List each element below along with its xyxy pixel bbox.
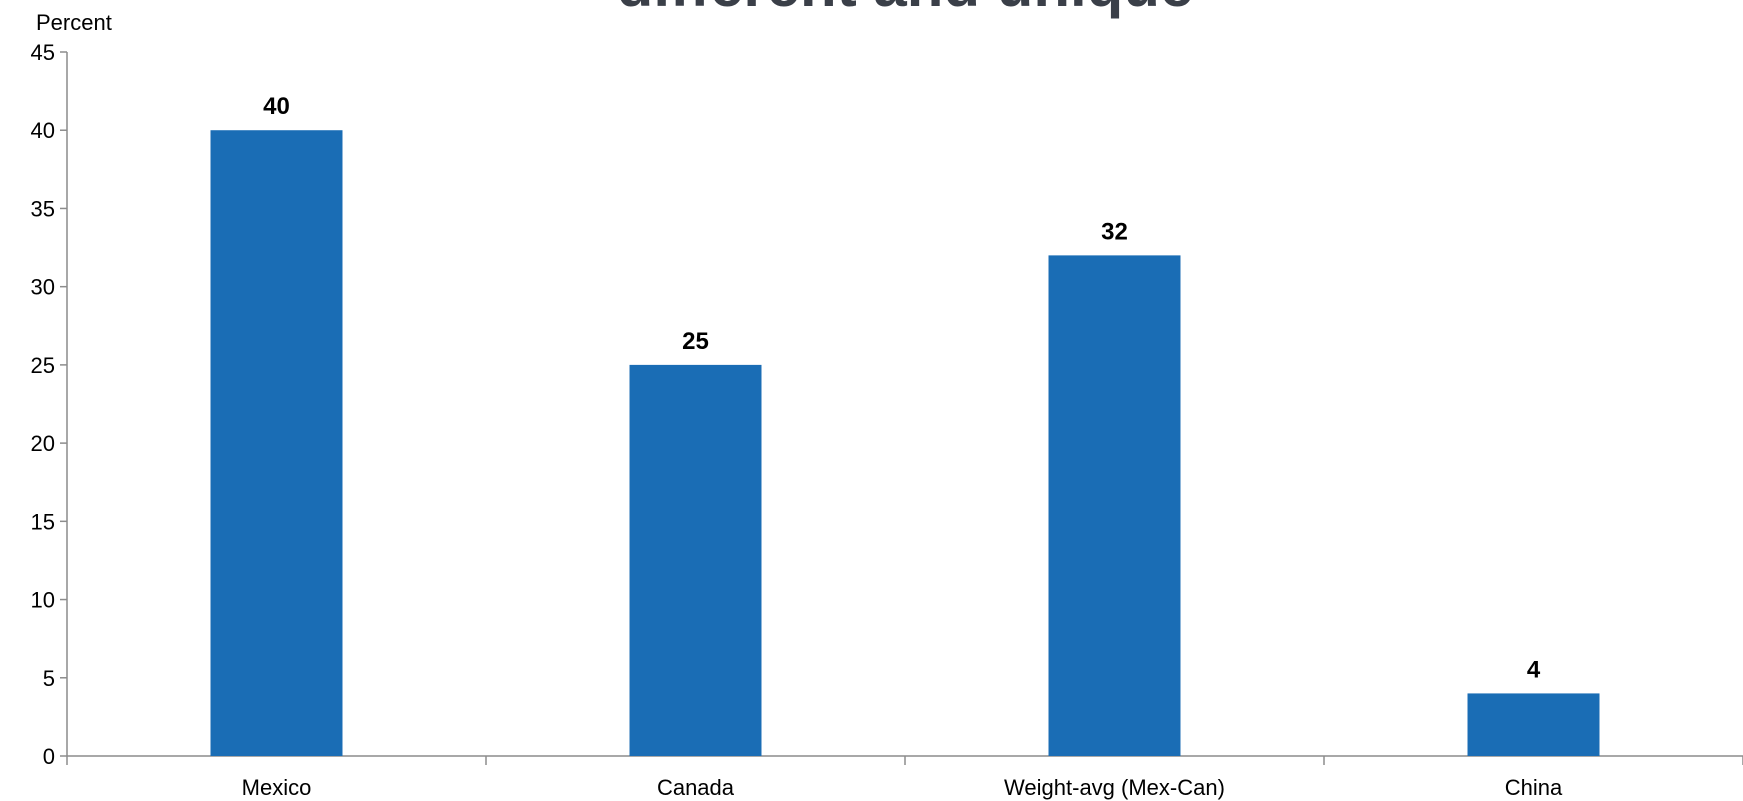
category-label: Mexico bbox=[242, 775, 312, 800]
y-axis: 0 5 10 15 20 25 30 35 40 45 bbox=[31, 40, 68, 769]
y-tick-label: 40 bbox=[31, 118, 55, 143]
y-tick-label: 20 bbox=[31, 431, 55, 456]
y-tick-label: 0 bbox=[43, 744, 55, 769]
data-label: 32 bbox=[1101, 218, 1128, 245]
bar-weight-avg-mex-can bbox=[1048, 255, 1181, 756]
bar-series bbox=[210, 130, 1600, 756]
bar-china bbox=[1467, 693, 1600, 756]
y-tick-label: 5 bbox=[43, 666, 55, 691]
data-labels: 40 25 32 4 bbox=[263, 93, 1541, 683]
category-labels: Mexico Canada Weight-avg (Mex-Can) China bbox=[242, 775, 1563, 800]
y-axis-unit-label: Percent bbox=[36, 10, 112, 35]
y-tick-label: 15 bbox=[31, 509, 55, 534]
x-axis bbox=[66, 755, 1743, 765]
data-label: 40 bbox=[263, 93, 290, 120]
data-label: 4 bbox=[1527, 656, 1541, 683]
y-tick-label: 35 bbox=[31, 196, 55, 221]
data-label: 25 bbox=[682, 328, 709, 355]
y-tick-label: 45 bbox=[31, 40, 55, 65]
y-tick-label: 30 bbox=[31, 275, 55, 300]
y-tick-label: 10 bbox=[31, 588, 55, 613]
category-label: China bbox=[1505, 775, 1563, 800]
chart-title: different and unique bbox=[617, 0, 1194, 19]
bar-mexico bbox=[210, 130, 343, 756]
bar-canada bbox=[629, 364, 762, 756]
category-label: Weight-avg (Mex-Can) bbox=[1004, 775, 1225, 800]
category-label: Canada bbox=[657, 775, 735, 800]
y-tick-label: 25 bbox=[31, 353, 55, 378]
